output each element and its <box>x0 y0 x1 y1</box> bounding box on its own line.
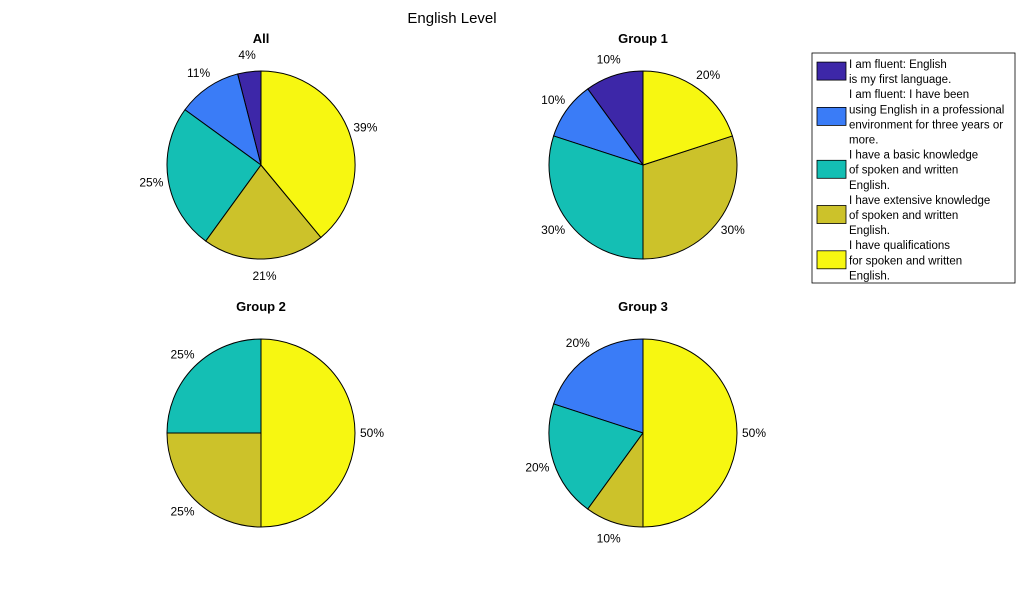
legend-label: I have qualifications <box>849 240 950 252</box>
pie-title: All <box>253 31 270 46</box>
pie-slice <box>553 338 644 434</box>
slice-percent-label: 10% <box>597 52 621 66</box>
legend-label: is my first language. <box>849 74 951 86</box>
pie-slice <box>260 70 356 238</box>
legend-label: English. <box>849 270 890 282</box>
pie-title: Group 1 <box>618 31 668 46</box>
slice-percent-label: 20% <box>696 68 720 82</box>
slice-percent-label: 4% <box>238 48 256 62</box>
pie-chart-3: Group 2 25% 25% 50% <box>166 299 384 528</box>
legend-label: I am fluent: English <box>849 59 947 71</box>
slice-percent-label: 20% <box>566 336 590 350</box>
pie-slice <box>166 432 262 528</box>
legend-label: I have a basic knowledge <box>849 150 978 162</box>
slice-percent-label: 10% <box>597 532 621 546</box>
pie-title: Group 3 <box>618 299 668 314</box>
legend-swatch <box>816 205 847 224</box>
pie-slice <box>205 164 322 260</box>
pie-slice <box>260 338 356 528</box>
legend-label: using English in a professional <box>849 104 1004 116</box>
pie-chart-1: All 4% 11% 25% 21% 39% <box>139 31 377 283</box>
slice-percent-label: 21% <box>252 269 276 283</box>
legend: I am fluent: English is my first language… <box>811 52 1016 284</box>
legend-swatch <box>816 107 847 126</box>
pie-slice <box>642 338 738 528</box>
legend-label: I am fluent: I have been <box>849 89 969 101</box>
pie-slice <box>548 403 644 510</box>
pie-slice <box>166 109 262 242</box>
slice-percent-label: 25% <box>170 348 194 362</box>
legend-swatch <box>816 159 847 179</box>
pie-slice <box>642 70 733 166</box>
pie-slice <box>166 338 262 434</box>
pie-slice <box>548 135 644 260</box>
slice-percent-label: 10% <box>541 93 565 107</box>
legend-swatch <box>816 250 847 270</box>
legend-label: environment for three years or <box>849 119 1003 131</box>
slice-percent-label: 11% <box>187 66 210 80</box>
legend-label: of spoken and written <box>849 165 958 177</box>
pie-title: Group 2 <box>236 299 286 314</box>
slice-percent-label: 30% <box>721 223 745 237</box>
legend-label: English. <box>849 180 890 192</box>
slice-percent-label: 39% <box>353 120 377 134</box>
legend-label: English. <box>849 225 890 237</box>
legend-label: for spoken and written <box>849 255 962 267</box>
slice-percent-label: 25% <box>139 175 163 189</box>
slice-percent-label: 20% <box>525 460 549 474</box>
pie-chart-4: Group 3 20% 20% 10% 50% <box>525 299 766 546</box>
legend-label: of spoken and written <box>849 210 958 222</box>
figure-title: English Level <box>407 10 496 27</box>
pie-slice <box>642 135 738 260</box>
legend-label: I have extensive knowledge <box>849 195 990 207</box>
slice-percent-label: 50% <box>360 426 384 440</box>
pie-chart-2: Group 1 10% 10% 30% 30% 20% <box>541 31 745 260</box>
legend-swatch <box>816 61 847 81</box>
slice-percent-label: 50% <box>742 426 766 440</box>
pie-slice <box>184 73 262 166</box>
legend-label: more. <box>849 135 878 147</box>
slice-percent-label: 30% <box>541 223 565 237</box>
slice-percent-label: 25% <box>170 505 194 519</box>
